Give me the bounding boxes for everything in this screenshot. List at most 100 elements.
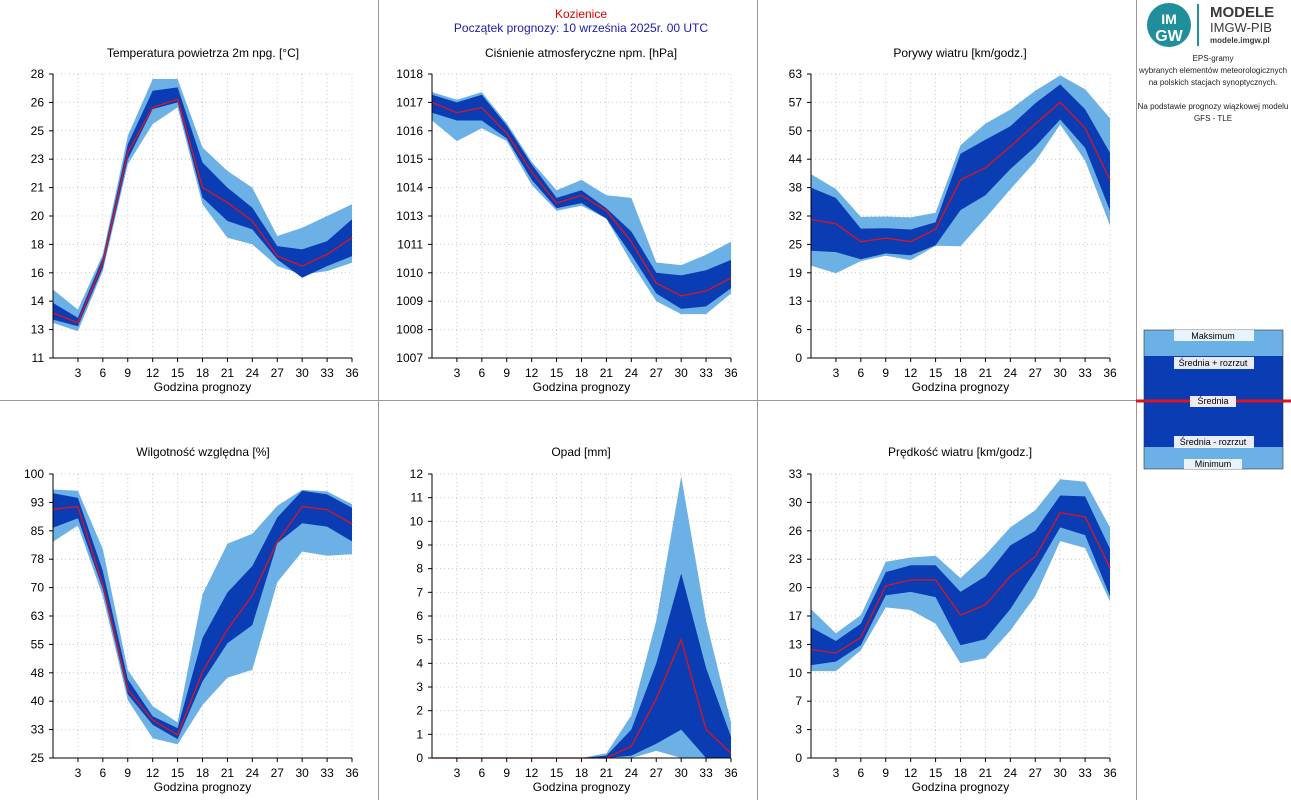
- x-tick-label: 12: [146, 366, 160, 380]
- y-tick-label: 28: [31, 67, 45, 81]
- y-tick-label: 33: [789, 467, 803, 481]
- y-tick-label: 10: [789, 666, 803, 680]
- y-tick-label: 0: [795, 351, 802, 365]
- chart-pressure: Ciśnienie atmosferyczne npm. [hPa]3 6 9 12 1…: [396, 46, 738, 394]
- x-tick-label: 36: [345, 766, 359, 780]
- y-tick-label: 13: [789, 294, 803, 308]
- x-tick-label: 27: [650, 366, 664, 380]
- y-tick-label: 100: [24, 467, 44, 481]
- x-tick-label: 3: [75, 366, 82, 380]
- y-tick-label: 3: [795, 723, 802, 737]
- x-axis-label: Godzina prognozy: [912, 380, 1009, 394]
- x-tick-label: 30: [674, 366, 688, 380]
- gridlines: [811, 473, 1111, 759]
- chart-precipitation: Opad [mm]3 6 9 12 15 18 21 24 27 30 33 360123456789…: [410, 445, 738, 794]
- y-tick-label: 1017: [396, 95, 423, 109]
- description-line: Na podstawie prognozy wiązkowej modelu: [1138, 102, 1289, 111]
- logo-mark-top: IM: [1161, 11, 1177, 27]
- chart-title: Ciśnienie atmosferyczne npm. [hPa]: [485, 46, 677, 60]
- x-tick-label: 12: [525, 766, 539, 780]
- y-tick-label: 25: [789, 237, 803, 251]
- y-tick-label: 13: [31, 323, 45, 337]
- x-tick-label: 12: [904, 366, 918, 380]
- x-tick-label: 9: [882, 766, 889, 780]
- x-axis-label: Godzina prognozy: [912, 780, 1009, 794]
- x-tick-label: 9: [882, 366, 889, 380]
- spread-band: [432, 94, 731, 309]
- mean-line: [810, 511, 1111, 654]
- imgw-logo: IM GW MODELE IMGW-PIB modele.imgw.pl: [1147, 3, 1274, 47]
- x-tick-label: 12: [904, 766, 918, 780]
- x-tick-label: 12: [525, 366, 539, 380]
- x-tick-label: 24: [246, 766, 260, 780]
- x-tick-label: 18: [196, 366, 210, 380]
- x-tick-label: 33: [1078, 366, 1092, 380]
- x-tick-label: 6: [478, 766, 485, 780]
- x-tick-label: 36: [724, 366, 738, 380]
- forecast-start: Początek prognozy: 10 września 2025r. 00…: [454, 21, 708, 35]
- x-tick-label: 27: [1029, 766, 1043, 780]
- mean-line: [810, 101, 1111, 243]
- x-tick-label: 30: [295, 766, 309, 780]
- chart-title: Temperatura powietrza 2m npg. [°C]: [107, 46, 299, 60]
- description-line: na polskich stacjach synoptycznych.: [1149, 78, 1278, 87]
- legend-min-label: Minimum: [1195, 459, 1232, 469]
- chart-humidity: Wilgotność względna [%]3 6 9 12 15 18 21 24 27 30…: [24, 445, 359, 794]
- y-tick-label: 1: [416, 727, 423, 741]
- x-tick-label: 27: [1029, 366, 1043, 380]
- y-tick-label: 63: [31, 609, 45, 623]
- y-tick-label: 4: [416, 656, 423, 670]
- station-name: Kozienice: [555, 7, 607, 21]
- y-tick-label: 85: [31, 524, 45, 538]
- y-tick-label: 14: [31, 294, 45, 308]
- y-tick-label: 12: [410, 467, 424, 481]
- y-tick-label: 1009: [396, 294, 423, 308]
- x-tick-label: 36: [724, 766, 738, 780]
- y-tick-label: 32: [789, 209, 803, 223]
- x-axis-label: Godzina prognozy: [154, 380, 251, 394]
- x-axis-label: Godzina prognozy: [533, 780, 630, 794]
- y-tick-label: 6: [416, 609, 423, 623]
- chart-title: Prędkość wiatru [km/godz.]: [888, 445, 1032, 459]
- x-tick-label: 21: [221, 766, 235, 780]
- x-axis-label: Godzina prognozy: [533, 380, 630, 394]
- chart-title: Wilgotność względna [%]: [136, 445, 269, 459]
- x-tick-label: 36: [1103, 366, 1117, 380]
- x-tick-label: 12: [146, 766, 160, 780]
- y-tick-label: 40: [31, 694, 45, 708]
- y-tick-label: 1007: [396, 351, 423, 365]
- y-tick-label: 10: [410, 514, 424, 528]
- logo-mark-bottom: GW: [1155, 28, 1183, 45]
- x-tick-label: 6: [857, 366, 864, 380]
- x-tick-label: 36: [345, 366, 359, 380]
- y-tick-label: 16: [31, 266, 45, 280]
- spread-band: [53, 490, 352, 740]
- y-tick-label: 21: [31, 181, 45, 195]
- x-tick-label: 15: [550, 366, 564, 380]
- x-axis-label: Godzina prognozy: [154, 780, 251, 794]
- x-tick-label: 15: [171, 366, 185, 380]
- x-tick-label: 6: [857, 766, 864, 780]
- y-tick-label: 9: [416, 538, 423, 552]
- x-tick-label: 33: [699, 766, 713, 780]
- x-tick-label: 21: [600, 766, 614, 780]
- x-tick-label: 18: [575, 766, 589, 780]
- y-tick-label: 25: [31, 751, 45, 765]
- min-max-band: [811, 479, 1110, 672]
- x-tick-label: 33: [1078, 766, 1092, 780]
- x-tick-label: 21: [979, 766, 993, 780]
- y-tick-label: 17: [789, 609, 803, 623]
- x-tick-label: 15: [171, 766, 185, 780]
- y-tick-label: 18: [31, 237, 45, 251]
- y-tick-label: 57: [789, 95, 803, 109]
- gridlines: [53, 73, 353, 359]
- description-line: GFS - TLE: [1194, 114, 1232, 123]
- legend: Maksimum Średnia + rozrzut Średnia Średn…: [1136, 329, 1291, 470]
- x-tick-label: 30: [295, 366, 309, 380]
- x-tick-label: 6: [99, 366, 106, 380]
- y-tick-label: 48: [31, 666, 45, 680]
- description-line: EPS-gramy: [1193, 54, 1234, 63]
- y-tick-label: 26: [31, 95, 45, 109]
- legend-min-band: [1144, 447, 1283, 469]
